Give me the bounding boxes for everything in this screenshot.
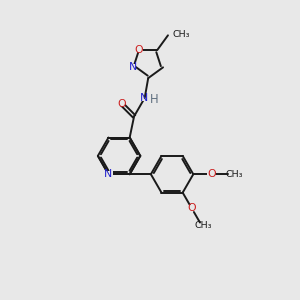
- Bar: [208, 171, 215, 178]
- Text: O: O: [117, 99, 126, 109]
- Text: N: N: [104, 169, 112, 179]
- Bar: [141, 95, 149, 101]
- Text: N: N: [140, 93, 148, 103]
- Text: CH₃: CH₃: [194, 220, 212, 230]
- Bar: [104, 171, 113, 178]
- Text: N: N: [129, 62, 137, 72]
- Bar: [118, 100, 125, 106]
- Bar: [188, 205, 196, 211]
- Text: CH₃: CH₃: [172, 30, 190, 39]
- Bar: [129, 64, 136, 70]
- Text: O: O: [135, 45, 143, 55]
- Text: CH₃: CH₃: [226, 170, 243, 179]
- Text: H: H: [150, 93, 158, 106]
- Text: O: O: [207, 169, 216, 179]
- Text: O: O: [188, 203, 196, 213]
- Bar: [135, 46, 143, 52]
